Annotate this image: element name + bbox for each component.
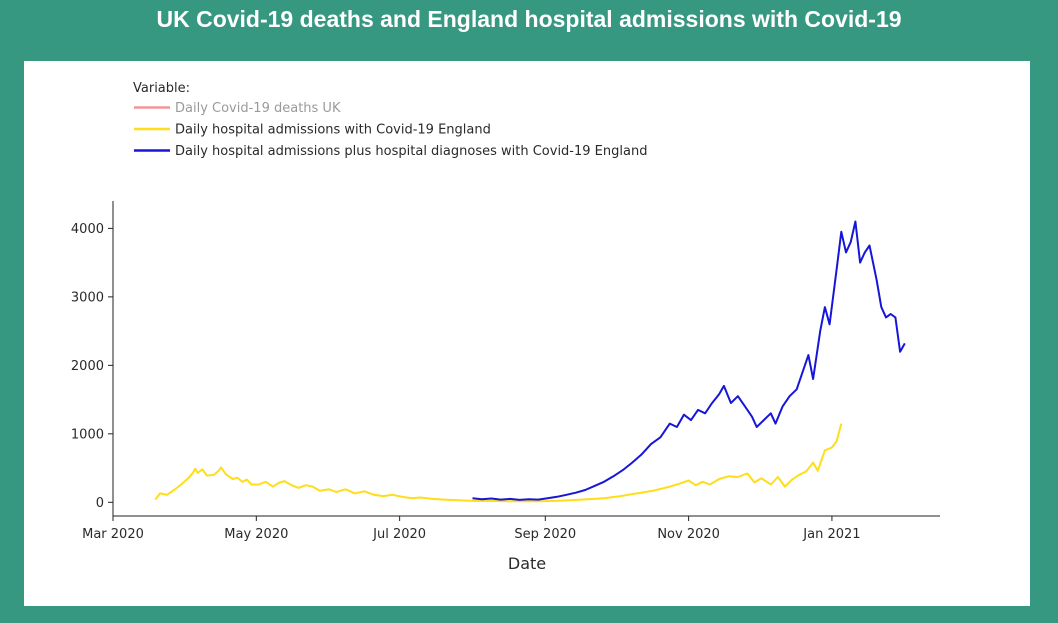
x-tick-label: May 2020 [224, 527, 288, 542]
plot-area[interactable] [154, 220, 906, 503]
y-tick-label: 4000 [71, 222, 104, 237]
series-line[interactable] [154, 423, 843, 503]
legend-label: Daily hospital admissions plus hospital … [175, 144, 647, 159]
y-tick-label: 2000 [71, 359, 104, 374]
x-tick-label: Jan 2021 [802, 527, 860, 542]
legend-item[interactable]: Daily Covid-19 deaths UK [134, 101, 341, 116]
chart-title: UK Covid-19 deaths and England hospital … [156, 6, 902, 32]
series-line[interactable] [472, 220, 906, 501]
x-axis-title: Date [508, 554, 546, 573]
legend-label: Daily hospital admissions with Covid-19 … [175, 123, 491, 138]
x-tick-label: Mar 2020 [82, 527, 144, 542]
y-tick-label: 3000 [71, 290, 104, 305]
legend-title: Variable: [133, 81, 190, 96]
legend[interactable]: Variable: Daily Covid-19 deaths UK Daily … [133, 81, 647, 159]
chart-panel: Variable: Daily Covid-19 deaths UK Daily … [24, 61, 1030, 606]
x-tick-label: Jul 2020 [372, 527, 426, 542]
line-chart: Variable: Daily Covid-19 deaths UK Daily … [71, 81, 940, 573]
axes: 0 1000 2000 3000 4000 Mar 2020 May 2020 Jul 202… [71, 201, 940, 542]
legend-label: Daily Covid-19 deaths UK [175, 101, 341, 116]
y-tick-label: 0 [96, 496, 104, 511]
legend-item[interactable]: Daily hospital admissions with Covid-19 … [134, 123, 491, 138]
x-tick-label: Sep 2020 [514, 527, 576, 542]
legend-item[interactable]: Daily hospital admissions plus hospital … [134, 144, 647, 159]
y-tick-label: 1000 [71, 427, 104, 442]
x-tick-label: Nov 2020 [657, 527, 720, 542]
